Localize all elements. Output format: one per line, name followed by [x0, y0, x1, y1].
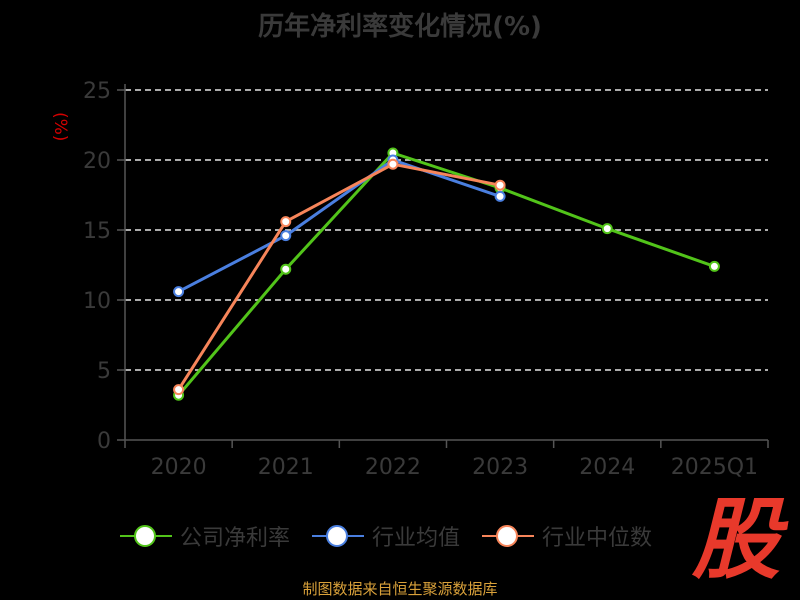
series-line	[177, 158, 501, 293]
legend: 公司净利率 行业均值 行业中位数	[120, 518, 674, 554]
series-2	[173, 158, 506, 396]
data-point	[280, 216, 292, 228]
data-point	[173, 384, 185, 396]
legend-item-industry-mean[interactable]: 行业均值	[312, 520, 460, 552]
legend-item-industry-median[interactable]: 行业中位数	[482, 520, 652, 552]
brand-logo: 股	[692, 488, 781, 591]
chart-title: 历年净利率变化情况(%)	[258, 12, 542, 42]
legend-item-company[interactable]: 公司净利率	[120, 520, 290, 552]
legend-swatch-company	[120, 524, 172, 548]
x-tick-label: 2024	[579, 455, 635, 480]
legend-label-industry-median: 行业中位数	[542, 526, 653, 551]
series-line	[177, 151, 715, 397]
data-point	[387, 158, 399, 170]
x-tick-label: 2023	[472, 455, 528, 480]
y-tick-label: 5	[97, 359, 111, 384]
data-source-note: 制图数据来自恒生聚源数据库	[302, 580, 498, 598]
data-point	[280, 230, 292, 242]
series-1	[173, 154, 506, 298]
data-point	[173, 286, 185, 298]
y-tick-label: 10	[83, 289, 111, 314]
y-tick-label: 20	[83, 149, 111, 174]
y-tick-label: 15	[83, 219, 111, 244]
grid-lines	[125, 89, 768, 371]
legend-label-industry-mean: 行业均值	[372, 526, 461, 551]
series-layer	[173, 147, 720, 401]
y-tick-label: 0	[97, 429, 111, 454]
y-axis-label: (%)	[50, 112, 70, 142]
x-tick-label: 2022	[365, 455, 421, 480]
series-line	[177, 162, 501, 391]
x-tick-label: 2021	[258, 455, 314, 480]
y-tick-label: 25	[83, 79, 111, 104]
axes: 0 5 10 15 20 25 2020 2021 2022 2023 2024 2025Q1	[83, 79, 769, 480]
legend-label-company: 公司净利率	[180, 526, 291, 551]
data-point	[494, 179, 506, 191]
data-point	[280, 263, 292, 275]
legend-swatch-industry-mean	[312, 524, 365, 548]
series-0	[173, 147, 720, 401]
x-tick-label: 2025Q1	[671, 455, 758, 480]
x-tick-label: 2020	[151, 455, 207, 480]
data-point	[601, 223, 613, 235]
data-point	[494, 190, 506, 202]
data-point	[708, 260, 720, 272]
legend-swatch-industry-median	[482, 524, 535, 548]
